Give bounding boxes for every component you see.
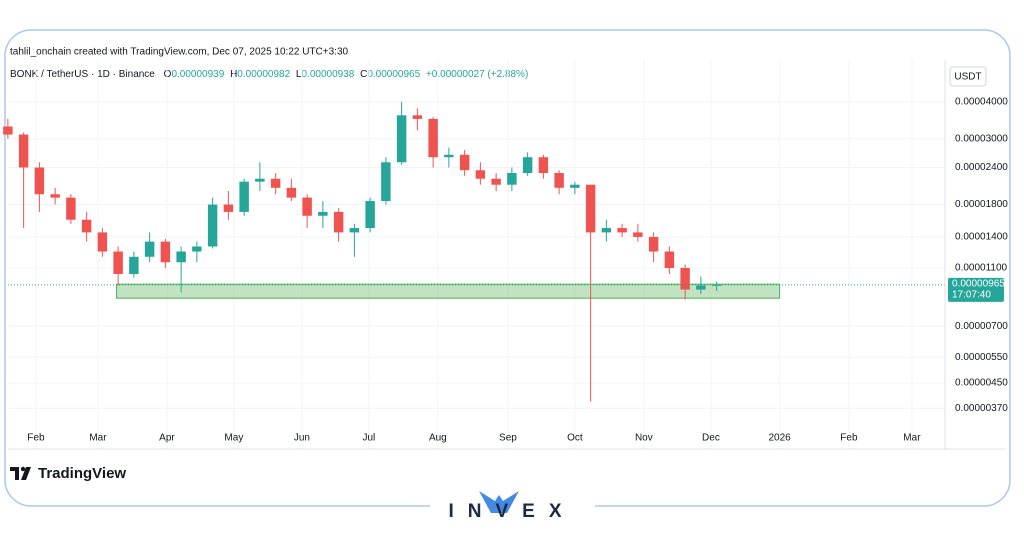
candle-body xyxy=(428,118,438,158)
y-tick-label: 0.00001800 xyxy=(955,199,1008,210)
candle-body xyxy=(570,184,580,188)
candle-body xyxy=(239,181,249,212)
candle-body xyxy=(192,246,202,252)
candle-body xyxy=(554,172,564,188)
currency-box[interactable] xyxy=(949,66,987,87)
credit: tahlil_onchain created with TradingView.… xyxy=(10,47,349,58)
plot xyxy=(3,60,945,449)
y-tick-label: 0.00000550 xyxy=(955,352,1008,363)
candle-body xyxy=(129,256,139,274)
y-tick-label: 0.00002400 xyxy=(955,162,1008,173)
candle-body xyxy=(664,251,675,268)
candle-body xyxy=(585,184,596,233)
candle-body xyxy=(81,219,92,233)
footer-logo: INVEX xyxy=(448,501,575,522)
candle-body xyxy=(601,228,612,233)
y-tick-label: 0.00000700 xyxy=(955,321,1008,332)
y-tick-label: 0.00003000 xyxy=(955,133,1008,144)
candle-body xyxy=(333,211,344,233)
y-tick-label: 0.00000370 xyxy=(955,403,1008,414)
x-tick-label: May xyxy=(224,433,243,444)
candle-body xyxy=(381,162,391,202)
frame-gap xyxy=(430,495,595,515)
ohlc-value: 0.00000938 xyxy=(301,69,354,80)
candle-body xyxy=(475,170,486,179)
brand: TradingView xyxy=(38,465,126,482)
candle-body xyxy=(3,126,13,135)
brand-logo xyxy=(10,466,31,480)
candle-body xyxy=(286,187,297,198)
x-tick-label: Apr xyxy=(159,433,175,444)
symbol: BONK / TetherUS · 1D · Binance xyxy=(10,69,155,80)
candle-body xyxy=(318,211,328,216)
candle-body xyxy=(349,228,360,233)
candle-body xyxy=(633,232,643,237)
y-tick-label: 0.00004000 xyxy=(955,96,1008,107)
candle-body xyxy=(144,241,155,257)
last-price-box xyxy=(948,277,1004,302)
y-tick-label: 0.00001100 xyxy=(955,263,1008,274)
legend: BONK / TetherUS · 1D · Binance O0.000009… xyxy=(10,69,528,80)
x-tick-label: Oct xyxy=(567,433,583,444)
candle-body xyxy=(617,228,627,233)
candle-body xyxy=(396,115,407,163)
x-tick-label: Feb xyxy=(27,433,45,444)
candle-body xyxy=(66,197,76,220)
change: +0.00000027 (+2.88%) xyxy=(426,69,528,80)
candle-body xyxy=(97,232,108,252)
x-tick-label: Feb xyxy=(840,433,858,444)
ohlc-value: 0.00000939 xyxy=(171,69,224,80)
x-tick-label: Dec xyxy=(702,433,720,444)
candle-body xyxy=(365,201,375,229)
candle-body xyxy=(680,267,690,290)
ohlc-label: O xyxy=(164,69,172,80)
candle-body xyxy=(412,115,423,119)
candle-body xyxy=(223,204,234,212)
ohlc-value: 0.00000982 xyxy=(237,69,290,80)
candle-body xyxy=(538,157,549,173)
last-price: 0.00000965 xyxy=(952,278,1005,289)
candle-body xyxy=(34,167,45,195)
countdown: 17:07:40 xyxy=(952,289,991,300)
currency[interactable]: USDT xyxy=(954,72,981,83)
x-tick-label: Jul xyxy=(362,433,375,444)
support-zone xyxy=(116,283,781,299)
x-tick-label: Mar xyxy=(903,433,921,444)
candle-body xyxy=(255,178,265,182)
candle-body xyxy=(160,241,171,263)
ohlc-label: L xyxy=(296,69,302,80)
candle-body xyxy=(270,178,281,188)
candle-body xyxy=(302,197,312,216)
x-tick-label: Sep xyxy=(499,433,517,444)
ohlc-label: C xyxy=(360,69,367,80)
x-tick-label: 2026 xyxy=(769,433,792,444)
x-tick-label: Jun xyxy=(294,433,310,444)
x-tick-label: Nov xyxy=(635,433,653,444)
candle-body xyxy=(207,204,218,247)
candle-body xyxy=(648,236,659,252)
candle-body xyxy=(113,251,123,274)
candle-body xyxy=(507,172,517,185)
candle-body xyxy=(444,154,454,158)
y-tick-label: 0.00001400 xyxy=(955,232,1008,243)
candle-body xyxy=(696,285,706,290)
candle-body xyxy=(18,134,29,168)
candle-body xyxy=(176,251,186,263)
logo-mark xyxy=(479,491,519,513)
candle-body xyxy=(50,194,60,198)
ohlc-value: 0.00000965 xyxy=(367,69,420,80)
y-tick-label: 0.00000450 xyxy=(955,378,1008,389)
candle-body xyxy=(491,178,501,185)
x-tick-label: Mar xyxy=(89,433,107,444)
candle-body xyxy=(522,157,533,173)
x-tick-label: Aug xyxy=(429,433,447,444)
candle-body xyxy=(459,154,470,171)
